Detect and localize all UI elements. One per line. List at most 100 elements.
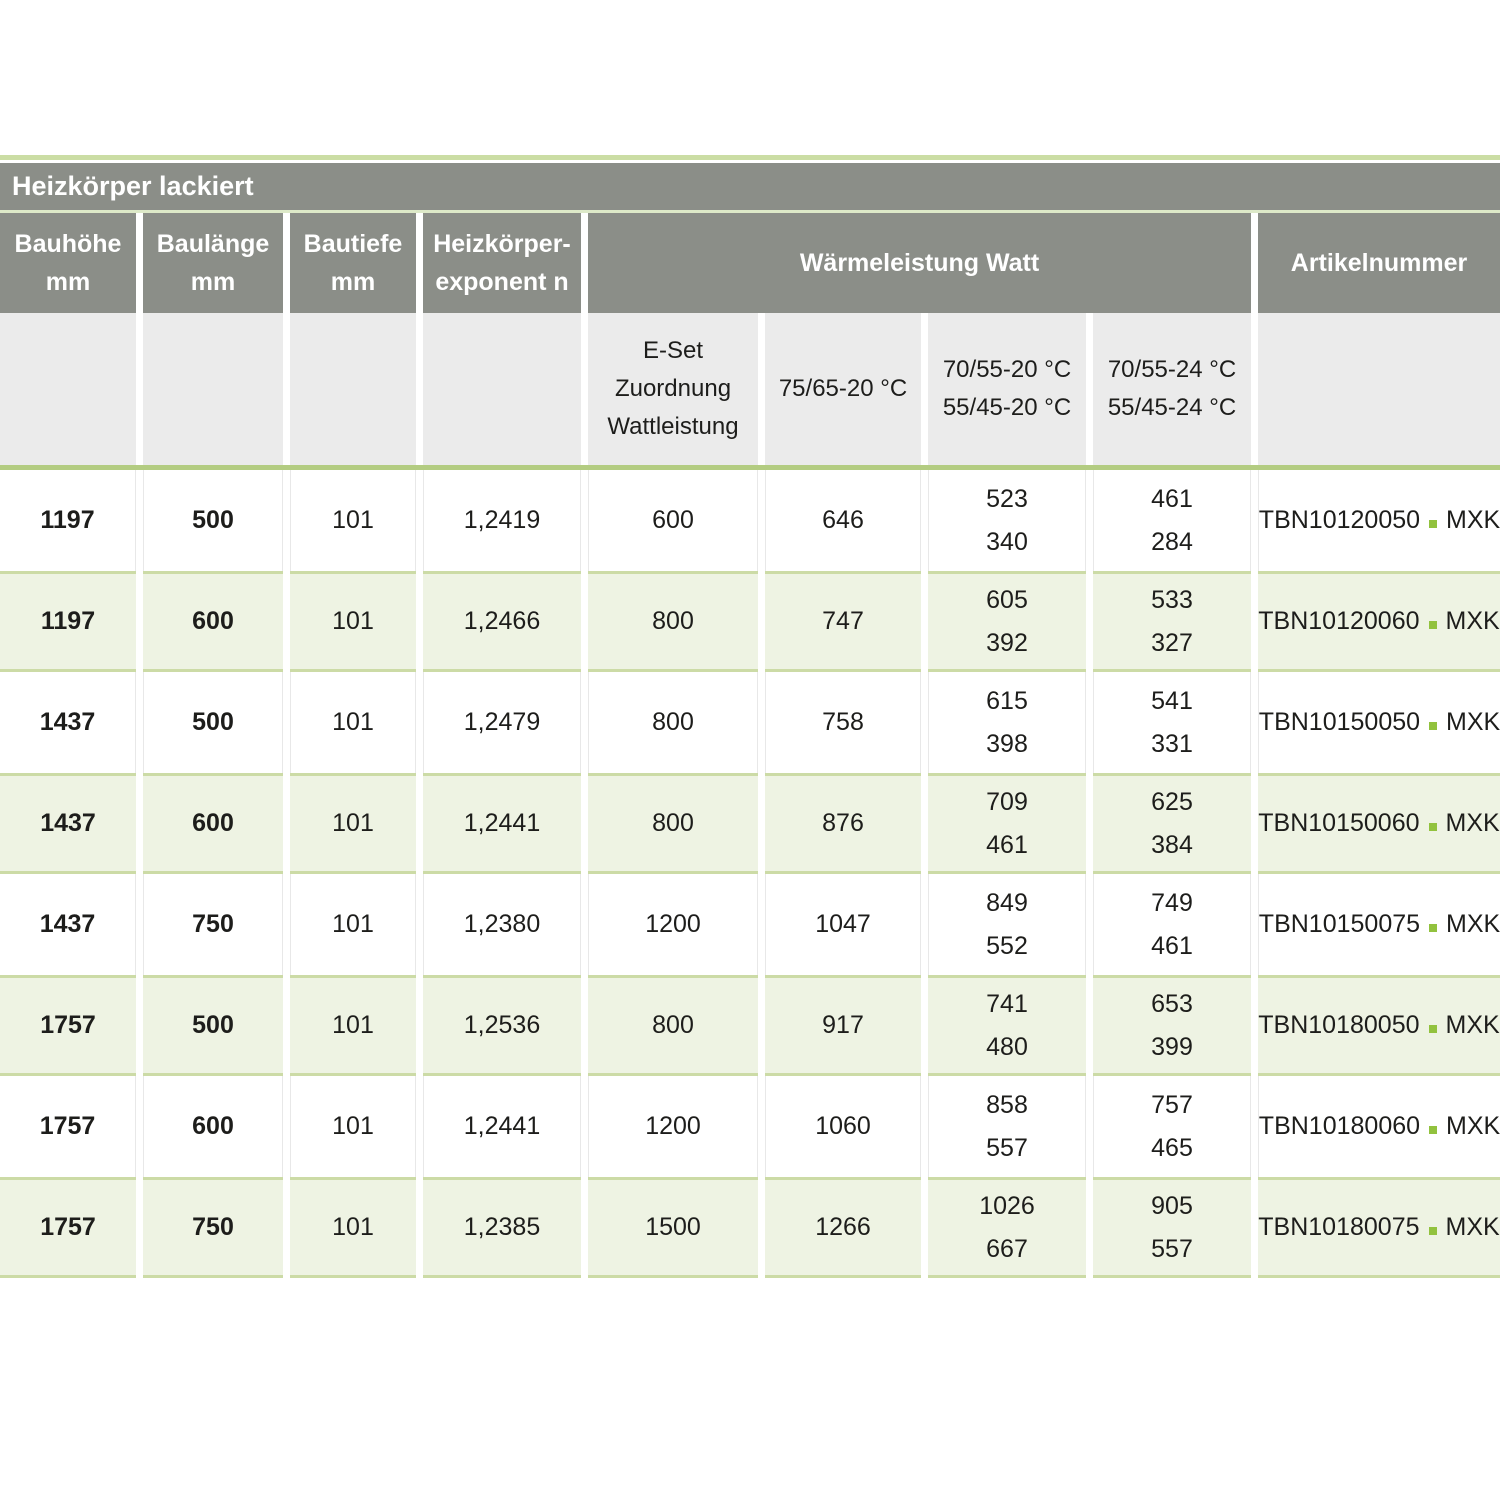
artikel-line: TBN10120060 MXK [1258, 600, 1499, 643]
dot-separator [1429, 722, 1438, 730]
header-label: Artikelnummer [1290, 249, 1468, 277]
watt-value: 557 [1151, 1234, 1193, 1263]
artikel-prefix: TBN10120050 [1258, 506, 1421, 534]
watt-value: 849 [986, 888, 1028, 917]
cell-watt-24: 533 327 [1093, 571, 1251, 672]
artikel-prefix: TBN10180050 [1258, 1011, 1420, 1039]
artikel-prefix: TBN10150075 [1258, 910, 1421, 938]
subheader-label: E-Set [642, 337, 704, 364]
watt-value: 461 [1151, 931, 1193, 960]
cell-watt-24: 653 399 [1093, 975, 1251, 1076]
table-row: 1437 500 101 1,2479 800 758 615 398 541 … [0, 672, 1500, 773]
header-cell-baulaenge: Baulänge mm [143, 213, 283, 313]
watt-value: 523 [986, 484, 1028, 513]
artikel-suffix: MXK [1446, 1112, 1500, 1140]
cell-bauhoehe: 1197 [0, 470, 136, 571]
cell-watt-24: 757 465 [1093, 1076, 1251, 1177]
header-label: Heizkörper- [433, 230, 571, 258]
cell-baulaenge: 750 [143, 1177, 283, 1278]
artikel-line: TBN10180060 MXK [1259, 1105, 1500, 1148]
cell-watt-7565: 1047 [765, 874, 921, 975]
cell-watt-20: 849 552 [928, 874, 1086, 975]
cell-watt-20: 709 461 [928, 773, 1086, 874]
header-label: Baulänge [156, 230, 270, 258]
cell-watt-20: 615 398 [928, 672, 1086, 773]
table-row: 1757 500 101 1,2536 800 917 741 480 653 … [0, 975, 1500, 1076]
header-cell-bauhoehe: Bauhöhe mm [0, 213, 136, 313]
dot-separator [1428, 1227, 1437, 1235]
table-row: 1757 600 101 1,2441 1200 1060 858 557 75… [0, 1076, 1500, 1177]
watt-value: 749 [1151, 888, 1193, 917]
cell-watt-24: 541 331 [1093, 672, 1251, 773]
header-cell-exponent: Heizkörper- exponent n [423, 213, 581, 313]
cell-baulaenge: 600 [143, 773, 283, 874]
cell-watt-24: 625 384 [1093, 773, 1251, 874]
artikel-line: TBN10180075 MXK [1258, 1206, 1499, 1249]
header-row: Bauhöhe mm Baulänge mm Bautiefe mm Heizk… [0, 213, 1500, 313]
artikel-suffix: MXK [1445, 809, 1500, 837]
cell-eset: 800 [588, 773, 758, 874]
cell-watt-7565: 917 [765, 975, 921, 1076]
cell-watt-7565: 646 [765, 470, 921, 571]
watt-value: 541 [1151, 686, 1193, 715]
cell-eset: 600 [588, 470, 758, 571]
artikel-suffix: MXK [1446, 910, 1500, 938]
watt-value: 533 [1151, 585, 1193, 614]
watt-value: 605 [986, 585, 1028, 614]
subheader-cell-empty [143, 313, 283, 465]
watt-value: 384 [1151, 830, 1193, 859]
subheader-label: 70/55-24 °C [1107, 356, 1237, 383]
subheader-row: E-Set Zuordnung Wattleistung 75/65-20 °C… [0, 313, 1500, 465]
cell-exponent: 1,2441 [423, 1076, 581, 1177]
artikel-line: TBN10150060 MXK [1258, 802, 1499, 845]
artikel-line: TBN10150075 MXK [1259, 903, 1500, 946]
subheader-cell-empty [423, 313, 581, 465]
watt-value: 741 [986, 989, 1028, 1018]
cell-bautiefe: 101 [290, 975, 416, 1076]
cell-watt-20: 523 340 [928, 470, 1086, 571]
cell-watt-7565: 876 [765, 773, 921, 874]
table-row: 1757 750 101 1,2385 1500 1266 1026 667 9… [0, 1177, 1500, 1278]
cell-eset: 1200 [588, 1076, 758, 1177]
artikel-suffix: MXK [1445, 1011, 1500, 1039]
header-label: Wärmeleistung Watt [799, 249, 1040, 277]
cell-exponent: 1,2466 [423, 571, 581, 672]
artikel-suffix: MXK [1445, 1213, 1500, 1241]
watt-value: 1026 [979, 1191, 1035, 1220]
cell-bautiefe: 101 [290, 1177, 416, 1278]
cell-baulaenge: 500 [143, 975, 283, 1076]
dot-separator [1429, 1126, 1438, 1134]
artikel-prefix: TBN10180075 [1258, 1213, 1420, 1241]
cell-bautiefe: 101 [290, 672, 416, 773]
watt-value: 709 [986, 787, 1028, 816]
header-unit: mm [330, 268, 376, 296]
subheader-cell-7055-20: 70/55-20 °C 55/45-20 °C [928, 313, 1086, 465]
table-title: Heizkörper lackiert [12, 171, 254, 201]
subheader-cell-empty [0, 313, 136, 465]
subheader-label: 70/55-20 °C [942, 356, 1072, 383]
cell-baulaenge: 500 [143, 672, 283, 773]
cell-watt-24: 749 461 [1093, 874, 1251, 975]
cell-baulaenge: 600 [143, 571, 283, 672]
dot-separator [1428, 621, 1437, 629]
watt-value: 552 [986, 931, 1028, 960]
dot-separator [1429, 520, 1438, 528]
cell-watt-20: 858 557 [928, 1076, 1086, 1177]
subheader-label: 55/45-20 °C [942, 394, 1072, 421]
cell-bautiefe: 101 [290, 773, 416, 874]
watt-value: 625 [1151, 787, 1193, 816]
artikel-suffix: MXK [1446, 708, 1500, 736]
cell-artikelnummer: TBN10180060 MXK [1258, 1076, 1500, 1177]
watt-value: 667 [986, 1234, 1028, 1263]
watt-value: 615 [986, 686, 1028, 715]
watt-value: 284 [1151, 527, 1193, 556]
header-cell-artikelnummer: Artikelnummer [1258, 213, 1500, 313]
cell-eset: 800 [588, 672, 758, 773]
cell-bautiefe: 101 [290, 470, 416, 571]
table-title-bar: Heizkörper lackiert [0, 163, 1500, 213]
cell-watt-20: 1026 667 [928, 1177, 1086, 1278]
cell-artikelnummer: TBN10180075 MXK [1258, 1177, 1500, 1278]
cell-artikelnummer: TBN10150060 MXK [1258, 773, 1500, 874]
cell-artikelnummer: TBN10180050 MXK [1258, 975, 1500, 1076]
cell-bauhoehe: 1757 [0, 975, 136, 1076]
